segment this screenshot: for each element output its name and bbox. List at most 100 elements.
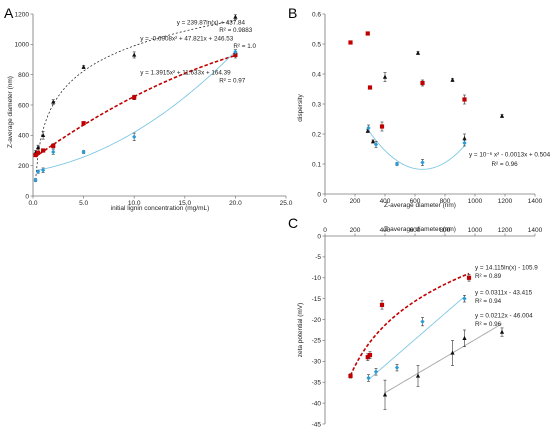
panel-a-x-tick-label: 10.0 [128,200,141,207]
panel-a-y-tick-label: 600 [18,102,29,109]
panel-c-point-diamond [373,369,379,375]
panel-c-fit-annotation: y = 14.115ln(x) - 105.9 [475,264,538,271]
panel-c-x-tick-label: 800 [440,227,451,234]
panel-b-point-triangle [365,128,370,133]
panel-b-point-triangle [499,113,505,118]
panel-b-point-triangle [462,136,467,141]
panel-a-xlabel: initial lignin concentration (mg/mL) [111,205,210,212]
panel-c-fit-line-gray [384,323,503,394]
panel-b-y-tick-label: 0.3 [312,101,321,108]
panel-a-y-tick-label: 800 [18,72,29,79]
panel-c-fits [349,272,503,394]
panel-a-fit-annotation: y = 239.87ln(x) + 437.84 [177,20,246,27]
panel-a-point-diamond [33,177,38,183]
panel-c-fit-annotation: R² = 0.94 [475,298,502,305]
panel-c-x-tick-label: 1200 [498,227,513,234]
panel-b-y-tick-label: 0.4 [312,71,321,78]
panel-letter-a: A [4,5,14,21]
panel-b-point-square [420,80,425,86]
panel-a-y-tick-label: 400 [18,133,29,140]
panel-b-point-diamond [366,125,371,131]
panel-c-fit-annotation: R² = 0.96 [475,321,502,328]
panel-c-x-tick-label: 0 [323,227,327,234]
panel-c-y-tick-label: -40 [312,400,322,407]
panel-c-x-tick-label: 600 [410,227,421,234]
panel-c-point-triangle [382,392,388,397]
panel-a-point-square [132,95,137,100]
panel-c-y-tick-label: -35 [312,380,322,387]
panel-a-point-triangle [35,144,41,150]
panel-b-points [348,31,505,167]
panel-c-y-tick-label: -15 [312,296,322,303]
panel-c-annotations: y = 14.115ln(x) - 105.9 R² = 0.89 y = 0.03… [475,264,538,327]
panel-b-x-tick-label: 1200 [498,198,513,205]
panel-a-x-tick-label: 20.0 [229,200,242,207]
panel-c-point-diamond [366,375,371,381]
panel-a-x-tick-label: 25.0 [280,200,293,207]
panel-c-fit-annotation: y = 0.0311x - 43.415 [475,289,533,296]
panel-a-point-triangle [81,64,86,69]
panel-b-y-tick-label: 0.6 [312,11,321,18]
panel-c-y-tick-label: -5 [315,254,321,261]
panel-b-point-diamond [420,160,425,165]
panel-a-points [33,14,238,183]
panel-a-y-tick-label: 200 [18,163,29,170]
panel-c-x-tick-label: 400 [380,227,391,234]
panel-a-y-tick-label: 0 [25,193,29,200]
panel-a-point-diamond [233,49,238,55]
panel-c-point-diamond [462,296,467,302]
panel-a-point-square [35,150,41,155]
panel-a-ylabel: Z-average diameter (nm) [7,76,14,148]
panel-c-point-triangle [499,329,505,334]
panel-b-point-diamond [373,142,379,147]
panel-c-x-tick-label: 1000 [468,227,483,234]
panel-b-fit-annotation: y = 10⁻⁶ x² - 0.0013x + 0.5047 [469,152,550,159]
panel-b-x-tick-label: 1000 [468,198,483,205]
panel-c-y-tick-label: -10 [312,275,322,282]
panel-b-x-tick-label: 0 [323,198,327,205]
panel-a-fit-annotation: y = 1.3915x² + 11.633x + 164.39 [140,70,231,77]
panel-a-x-tick-label: 5.0 [79,200,88,207]
panel-b-y-tick-label: 0.5 [312,41,321,48]
panel-a-point-diamond [41,167,46,173]
panel-c-x-tick-label: 200 [350,227,361,234]
panel-c-y-tick-label: -45 [312,421,322,428]
panel-c-y-tick-label: 0 [317,233,321,240]
panel-c-point-diamond [420,319,425,325]
panel-b-y-tick-label: 0.2 [312,131,321,138]
panel-b-point-square [367,85,373,90]
panel-b-point-square [365,31,370,36]
panel-b-point-triangle [450,77,455,82]
panel-a-point-diamond [81,149,86,155]
panel-b-point-triangle [382,74,388,79]
panel-c-point-square [365,355,370,360]
panel-a-point-triangle [41,132,46,138]
panel-letter-b: B [288,5,297,21]
panel-a-fit-annotation: R² = 0.97 [219,77,246,84]
panel-a-fit-line-black [35,20,236,181]
panel-letter-c: C [288,215,298,231]
panel-a-fits [35,20,236,181]
panel-c-points [348,274,505,410]
panel-b: B 0 200 400 600 800 1000 1200 1400 0 0.1 0.2 0.3 0.4… [288,5,550,209]
panel-a: A 0.0 5.0 10.0 15.0 20.0 25.0 0 200 400 600 800 100… [4,5,293,212]
panel-c-fit-annotation: y = 0.0212x - 46.004 [475,312,533,319]
panel-c-x-tick-label: 1400 [528,227,543,234]
panel-b-point-square [348,40,353,45]
panel-c-point-square [348,373,353,379]
panel-c-ylabel: zeta potential (mV) [297,303,304,358]
panel-b-axes: 0 200 400 600 800 1000 1200 1400 0 0.1 0.2 0.3 0.4 0.… [312,11,543,205]
panel-c-fit-line-lightblue [368,296,465,381]
panel-a-point-diamond [35,169,41,175]
panel-b-y-tick-label: 0 [317,191,321,198]
panel-c: C 0 200 400 600 800 1000 1200 1400 0 -5 -10 -15 -20 -… [288,215,543,428]
panel-a-point-square [51,143,56,149]
panel-a-point-diamond [51,149,56,155]
panel-b-ylabel: dispersity [297,94,304,122]
panel-b-x-tick-label: 400 [380,198,391,205]
panel-a-fit-annotation: y = -0.6908x² + 47.821x + 246.53 [140,36,233,43]
panel-b-fit-annotation: R² = 0.96 [492,161,519,168]
panel-c-y-tick-label: -20 [312,317,322,324]
